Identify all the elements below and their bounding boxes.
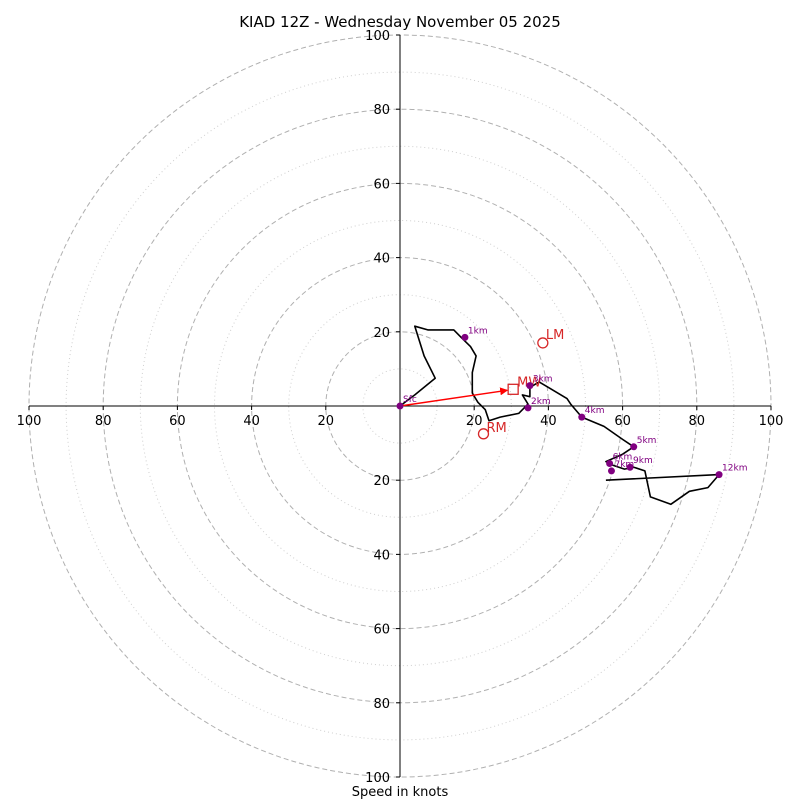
height-marker-4km — [578, 413, 586, 421]
x-tick-label: 80 — [95, 414, 112, 429]
y-tick-label: 40 — [373, 548, 390, 563]
height-marker-12km — [715, 471, 723, 479]
height-marker-6km — [606, 460, 614, 468]
y-tick-label: 40 — [373, 252, 390, 267]
height-label-3km: 3km — [533, 375, 553, 385]
height-label-Sfc: Sfc — [403, 395, 417, 405]
mean-wind-arrow — [399, 387, 509, 407]
height-label-2km: 2km — [531, 397, 551, 407]
x-tick-label: 20 — [466, 414, 483, 429]
y-tick-label: 20 — [373, 474, 390, 489]
y-tick-label: 80 — [373, 103, 390, 118]
height-label-12km: 12km — [722, 464, 747, 474]
y-tick-label: 100 — [365, 771, 390, 786]
height-marker-7km — [607, 467, 615, 475]
x-tick-label: 60 — [614, 414, 631, 429]
height-marker-2km — [524, 404, 532, 412]
wind-trace-line — [399, 325, 720, 506]
x-tick-label: 20 — [318, 414, 335, 429]
height-label-1km: 1km — [468, 326, 488, 336]
x-tick-label: 80 — [689, 414, 706, 429]
y-tick-label: 60 — [373, 177, 390, 192]
y-tick-label: 100 — [365, 29, 390, 44]
height-marker-3km — [526, 382, 534, 390]
mean-wind-marker — [507, 383, 519, 395]
right-mover-label: RM — [486, 421, 506, 436]
x-axis-label: Speed in knots — [352, 785, 449, 800]
hodograph-trace — [399, 325, 720, 506]
height-marker-5km — [630, 443, 638, 451]
height-label-4km: 4km — [585, 406, 605, 416]
y-tick-label: 80 — [373, 697, 390, 712]
x-tick-label: 40 — [540, 414, 557, 429]
height-label-5km: 5km — [637, 436, 657, 446]
height-label-9km: 9km — [633, 456, 653, 466]
x-tick-label: 60 — [169, 414, 186, 429]
height-label-6km: 6km — [613, 453, 633, 463]
height-marker-9km — [626, 463, 634, 471]
height-marker-Sfc — [396, 402, 404, 410]
left-mover-label: LM — [546, 328, 564, 343]
right-mover-marker — [477, 428, 490, 440]
x-tick-label: 40 — [243, 414, 260, 429]
height-marker-1km — [461, 333, 469, 341]
y-tick-label: 20 — [373, 326, 390, 341]
axes: 100 80 60 40 20 20 40 60 80 100 100 80 60 40 20 20 40 60 8… — [17, 29, 784, 786]
left-mover-marker — [537, 337, 549, 349]
x-tick-label: 100 — [759, 414, 784, 429]
height-label-7km: 7km — [614, 460, 634, 470]
y-tick-label: 60 — [373, 623, 390, 638]
x-tick-label: 100 — [17, 414, 42, 429]
chart-title: KIAD 12Z - Wednesday November 05 2025 — [239, 13, 561, 31]
